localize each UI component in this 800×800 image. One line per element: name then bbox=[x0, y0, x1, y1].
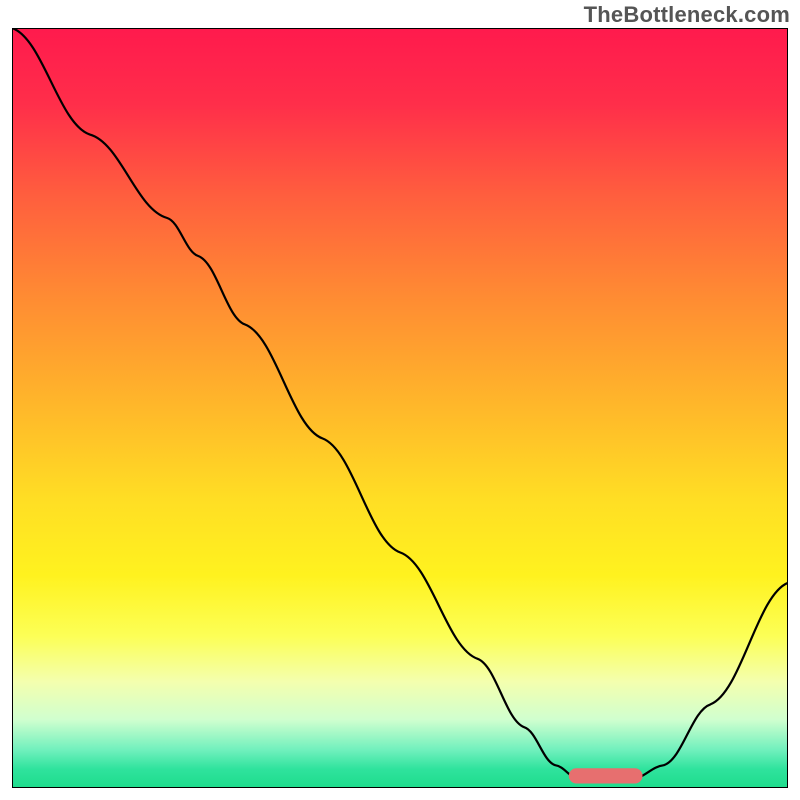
minimum-marker bbox=[569, 768, 643, 783]
plot-background bbox=[12, 28, 788, 788]
chart-container: TheBottleneck.com bbox=[0, 0, 800, 800]
bottleneck-curve-chart bbox=[12, 28, 788, 788]
attribution-label: TheBottleneck.com bbox=[584, 2, 790, 28]
